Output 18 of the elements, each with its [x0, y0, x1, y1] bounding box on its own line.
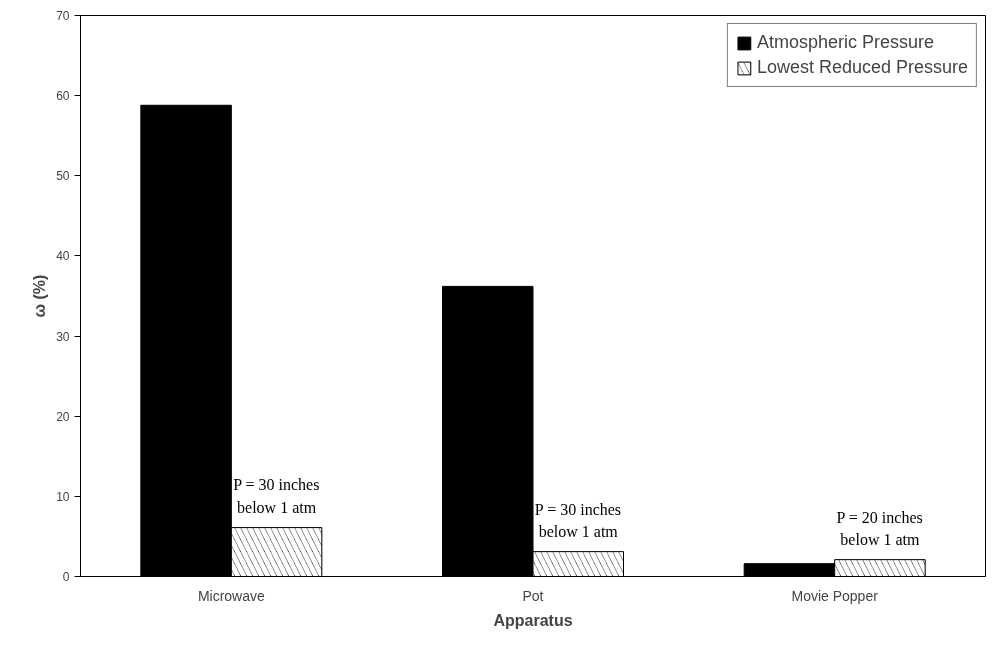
x-tick-label: Pot: [522, 587, 544, 604]
annotation: P = 20 inches below 1 atm: [836, 508, 923, 548]
x-axis-title: Apparatus: [493, 611, 573, 629]
y-tick-label: 70: [56, 9, 70, 23]
y-tick-label: 20: [56, 409, 70, 424]
annotation: P = 30 inches below 1 atm: [233, 476, 320, 516]
y-tick-label: 10: [56, 489, 70, 504]
y-tick-label: 30: [56, 329, 70, 344]
y-axis-title: ω (%): [31, 274, 49, 318]
y-tick-label: 60: [56, 89, 70, 104]
legend-label: Atmospheric Pressure: [756, 32, 934, 53]
y-tick-label: 0: [62, 570, 70, 584]
y-tick-label: 50: [56, 169, 70, 184]
y-tick-label: 40: [56, 249, 70, 264]
x-tick-label: Movie Popper: [791, 587, 879, 604]
legend-label: Lowest Reduced Pressure: [756, 57, 968, 78]
x-tick-label: Microwave: [197, 587, 265, 604]
annotation: P = 30 inches below 1 atm: [534, 500, 622, 540]
